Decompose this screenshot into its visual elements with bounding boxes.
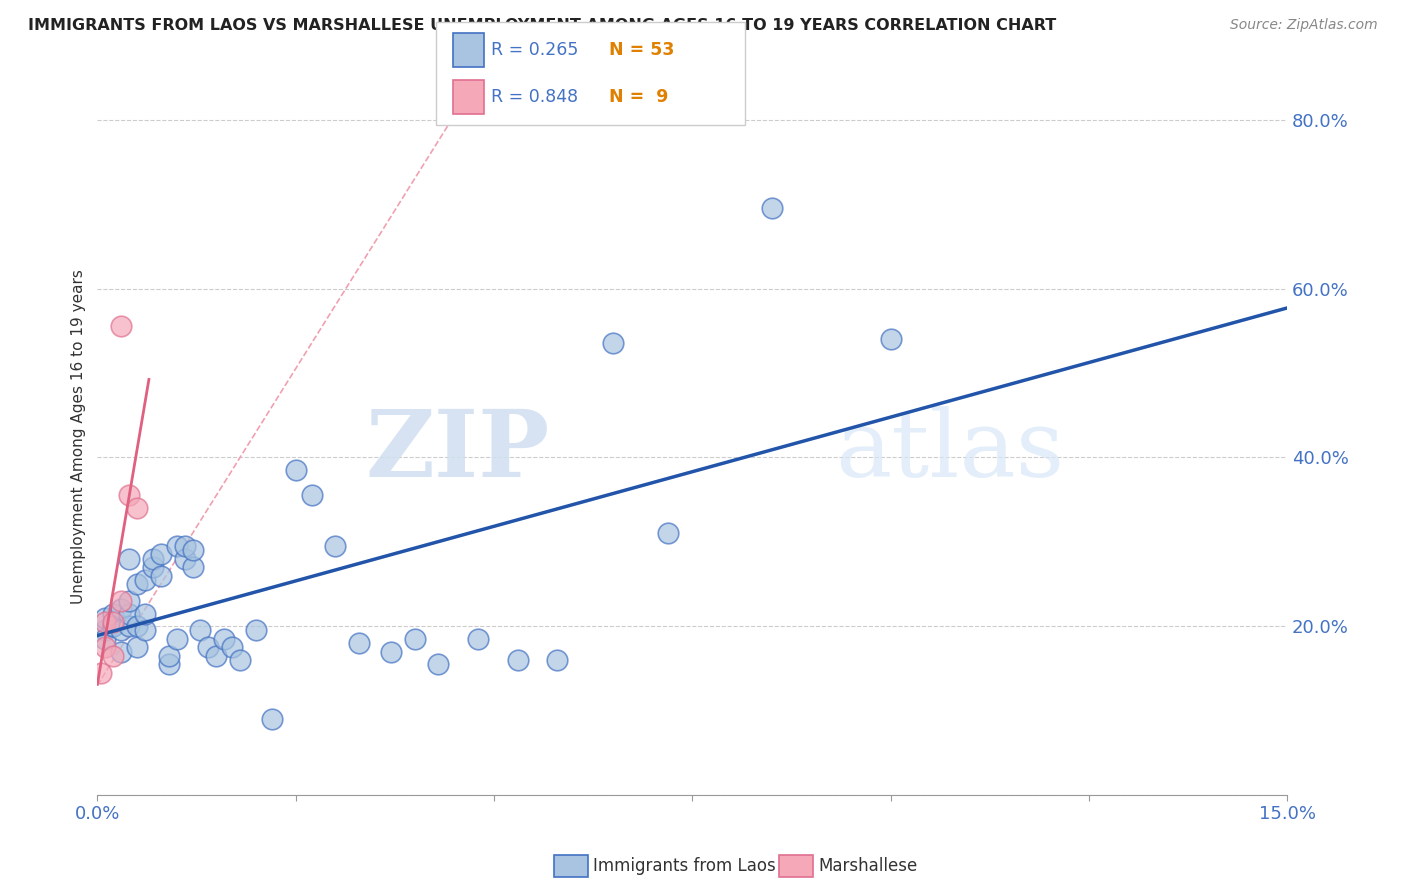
Point [94,632,117,646]
Point [149,548,172,562]
Point [323,539,346,553]
Point [260,712,283,726]
Point [118,619,141,633]
Text: Immigrants from Laos: Immigrants from Laos [593,857,776,875]
Point [657,526,679,541]
Point [103,619,125,633]
Point [94,624,117,638]
Text: N =  9: N = 9 [609,88,668,106]
Point [94,640,117,655]
Point [125,577,148,591]
Point [134,573,156,587]
Point [110,602,132,616]
Point [181,543,204,558]
Point [110,624,132,638]
Point [221,640,243,655]
Point [110,319,132,334]
Point [506,653,529,667]
Point [602,336,624,351]
Point [301,488,323,502]
Point [546,653,568,667]
Point [404,632,426,646]
Point [467,632,489,646]
Text: R = 0.265: R = 0.265 [491,41,578,60]
Text: N = 53: N = 53 [609,41,673,60]
Point [205,648,228,663]
Point [212,632,235,646]
Point [118,594,141,608]
Point [142,560,165,574]
Point [125,640,148,655]
Point [166,632,188,646]
Point [245,624,267,638]
Point [181,560,204,574]
Point [118,488,141,502]
Point [90,665,112,680]
Point [134,607,156,621]
Point [103,615,125,629]
Point [103,648,125,663]
Point [118,551,141,566]
Point [284,463,307,477]
Point [118,607,141,621]
Point [94,611,117,625]
Text: IMMIGRANTS FROM LAOS VS MARSHALLESE UNEMPLOYMENT AMONG AGES 16 TO 19 YEARS CORRE: IMMIGRANTS FROM LAOS VS MARSHALLESE UNEM… [28,18,1056,33]
Point [197,640,219,655]
Point [157,648,180,663]
Text: Marshallese: Marshallese [818,857,918,875]
Point [94,615,117,629]
Point [142,551,165,566]
Point [103,619,125,633]
Y-axis label: Unemployment Among Ages 16 to 19 years: Unemployment Among Ages 16 to 19 years [72,268,86,604]
Point [761,202,783,216]
Point [125,501,148,516]
Point [149,568,172,582]
Point [166,539,188,553]
Text: ZIP: ZIP [366,406,550,496]
Point [125,619,148,633]
Point [427,657,450,672]
Point [110,594,132,608]
Text: R = 0.848: R = 0.848 [491,88,578,106]
Point [134,624,156,638]
Point [157,657,180,672]
Point [110,644,132,658]
Point [173,539,195,553]
Point [380,644,402,658]
Point [103,607,125,621]
Point [229,653,252,667]
Point [879,332,901,346]
Point [347,636,370,650]
Point [173,551,195,566]
Text: atlas: atlas [835,406,1064,496]
Point [190,624,212,638]
Text: Source: ZipAtlas.com: Source: ZipAtlas.com [1230,18,1378,32]
